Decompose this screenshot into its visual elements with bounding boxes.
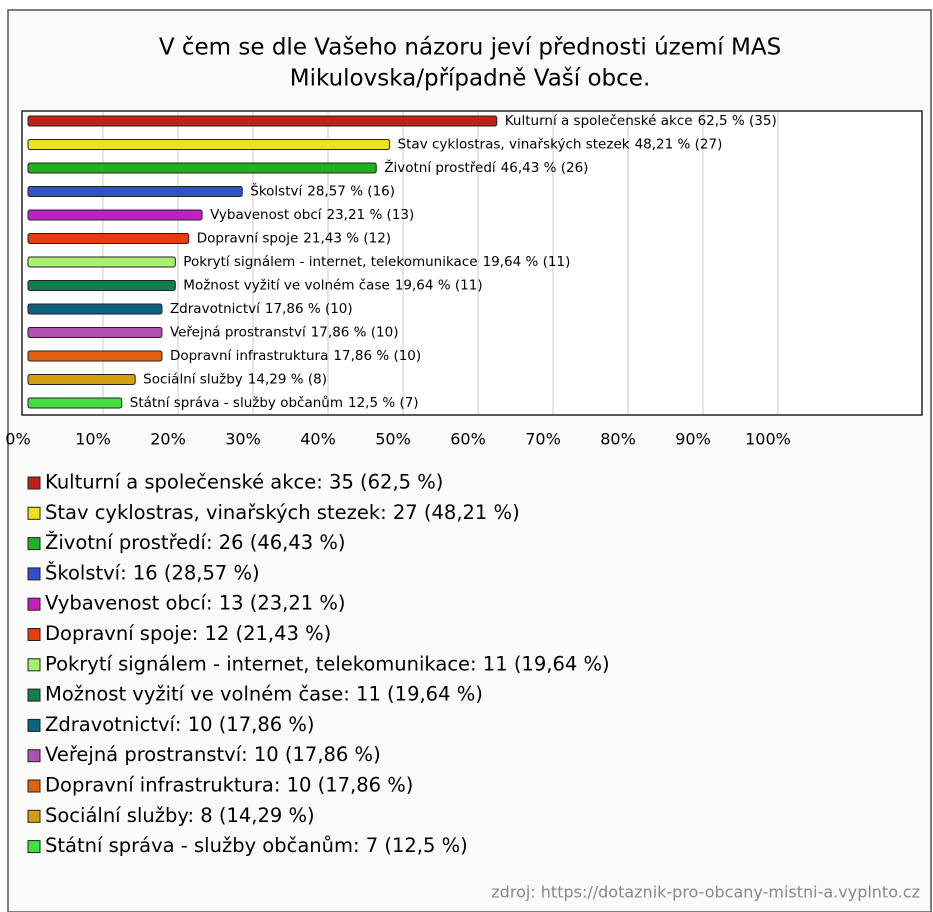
bar-category: Vybavenost obcí xyxy=(210,207,323,223)
x-tick-label: 30% xyxy=(225,430,261,449)
x-tick-label: 80% xyxy=(600,430,636,449)
x-tick-label: 0% xyxy=(5,430,30,449)
x-tick-label: 60% xyxy=(450,430,486,449)
bar-value-label: 23,21 % (13) xyxy=(327,207,415,223)
bar-label: Životní prostředí 46,43 % (26) xyxy=(384,158,588,176)
bar xyxy=(27,115,498,127)
legend-label: Státní správa - služby občanům: 7 (12,5 … xyxy=(45,834,468,857)
bar-value-label: 46,43 % (26) xyxy=(501,160,589,176)
legend-label: Vybavenost obcí: 13 (23,21 %) xyxy=(45,592,346,615)
bar-value-label: 17,86 % (10) xyxy=(265,301,353,317)
bar-label: Možnost vyžití ve volném čase 19,64 % (11… xyxy=(183,278,482,294)
grid xyxy=(102,112,779,414)
bar xyxy=(27,397,123,409)
x-tick-label: 100% xyxy=(745,430,791,449)
bar-label: Státní správa - služby občanům 12,5 % (7) xyxy=(130,395,419,411)
bar-category: Sociální služby xyxy=(143,372,243,388)
bar xyxy=(27,256,176,268)
bar xyxy=(27,139,391,150)
bar-value-label: 21,43 % (12) xyxy=(303,231,391,247)
legend-label: Stav cyklostras, vinařských stezek: 27 (… xyxy=(45,501,520,524)
legend-swatch xyxy=(27,628,41,641)
bar-category: Kulturní a společenské akce xyxy=(505,113,693,129)
bar-value-label: 19,64 % (11) xyxy=(483,254,571,270)
bar xyxy=(27,186,243,197)
x-tick-label: 40% xyxy=(300,430,336,449)
bar-value-label: 17,86 % (10) xyxy=(311,325,399,341)
bar-label: Dopravní infrastruktura 17,86 % (10) xyxy=(170,348,421,364)
legend-swatch xyxy=(27,597,41,611)
bar-value-label: 12,5 % (7) xyxy=(348,395,419,411)
chart-title: Mikulovska/případně Vaší obce. xyxy=(290,66,651,92)
chart-title: V čem se dle Vašeho názoru jeví přednost… xyxy=(159,35,781,61)
bar-label: Veřejná prostranství 17,86 % (10) xyxy=(170,325,399,341)
legend-label: Veřejná prostranství: 10 (17,86 %) xyxy=(45,743,381,766)
legend-label: Zdravotnictví: 10 (17,86 %) xyxy=(45,713,314,736)
legend-label: Sociální služby: 8 (14,29 %) xyxy=(45,804,315,827)
legend-swatch xyxy=(27,537,41,551)
bar-category: Dopravní infrastruktura xyxy=(170,348,328,364)
bar-category: Školství xyxy=(250,182,303,200)
legend-label: Dopravní infrastruktura: 10 (17,86 %) xyxy=(45,774,413,797)
legend-label: Školství: 16 (28,57 %) xyxy=(45,560,260,584)
bar-label: Sociální služby 14,29 % (8) xyxy=(143,372,327,388)
bar-category: Pokrytí signálem - internet, telekomunik… xyxy=(183,254,477,270)
legend-swatch xyxy=(27,506,41,520)
legend-swatch xyxy=(27,688,41,702)
bar xyxy=(27,303,163,315)
bar xyxy=(27,350,163,362)
legend-swatch xyxy=(27,809,41,823)
bar-label: Stav cyklostras, vinařských stezek 48,21 … xyxy=(398,137,723,153)
bar-label: Dopravní spoje 21,43 % (12) xyxy=(197,231,391,247)
legend-label: Možnost vyžití ve volném čase: 11 (19,64… xyxy=(45,683,483,706)
bar xyxy=(27,374,136,385)
bar-value-label: 48,21 % (27) xyxy=(635,137,723,153)
bar-label: Školství 28,57 % (16) xyxy=(250,182,395,200)
bar xyxy=(27,280,176,291)
bar-category: Možnost vyžití ve volném čase xyxy=(183,278,390,294)
legend-swatch xyxy=(27,840,41,854)
bar-value-label: 28,57 % (16) xyxy=(307,184,395,200)
bar-label: Pokrytí signálem - internet, telekomunik… xyxy=(183,254,570,270)
legend-label: Kulturní a společenské akce: 35 (62,5 %) xyxy=(45,471,443,494)
bar-label: Kulturní a společenské akce 62,5 % (35) xyxy=(505,113,777,129)
legend-swatch xyxy=(27,567,41,581)
legend-swatch xyxy=(27,779,41,793)
bar-category: Veřejná prostranství xyxy=(170,325,307,341)
legend-swatch xyxy=(27,476,41,490)
legend-label: Životní prostředí: 26 (46,43 %) xyxy=(45,531,346,554)
bar-value-label: 19,64 % (11) xyxy=(395,278,483,294)
bars: Kulturní a společenské akce 62,5 % (35) St… xyxy=(27,113,777,411)
x-tick-label: 90% xyxy=(675,430,711,449)
bar-value-label: 17,86 % (10) xyxy=(333,348,421,364)
bar-category: Státní správa - služby občanům xyxy=(130,395,343,411)
bar-value-label: 14,29 % (8) xyxy=(248,372,327,388)
x-tick-label: 50% xyxy=(375,430,411,449)
source: zdroj: https://dotaznik-pro-obcany-mistn… xyxy=(491,883,920,902)
legend-swatch xyxy=(27,658,41,672)
x-tick-label: 10% xyxy=(75,430,111,449)
bar xyxy=(27,162,377,174)
bar-value-label: 62,5 % (35) xyxy=(698,113,777,129)
bar xyxy=(27,327,163,338)
bar xyxy=(27,233,190,244)
legend-label: Pokrytí signálem - internet, telekomunik… xyxy=(45,652,610,675)
legend-swatch xyxy=(27,749,41,763)
bar-category: Stav cyklostras, vinařských stezek xyxy=(398,137,630,153)
legend-label: Dopravní spoje: 12 (21,43 %) xyxy=(45,622,331,645)
bar xyxy=(27,209,203,221)
bar-category: Životní prostředí xyxy=(384,158,497,176)
bar-label: Zdravotnictví 17,86 % (10) xyxy=(170,301,353,317)
x-tick-label: 70% xyxy=(525,430,561,449)
x-tick-label: 20% xyxy=(150,430,186,449)
bar-category: Dopravní spoje xyxy=(197,231,299,247)
legend-swatch xyxy=(27,718,41,732)
bar-category: Zdravotnictví xyxy=(170,301,261,317)
bar-label: Vybavenost obcí 23,21 % (13) xyxy=(210,207,414,223)
